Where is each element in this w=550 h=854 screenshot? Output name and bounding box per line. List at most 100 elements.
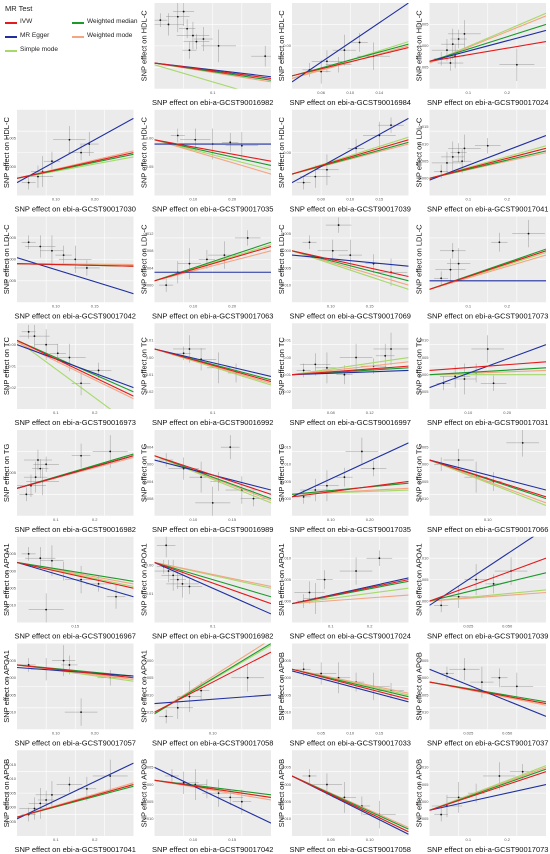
- data-point: [463, 668, 466, 671]
- y-tick-label: 0.005: [281, 231, 292, 236]
- data-point: [440, 170, 443, 173]
- data-point: [515, 63, 518, 66]
- panel-16: 0.1 0.2 -0.005 SNP effect on ebi-a-GCST9001…: [2, 430, 136, 534]
- y-tick-label: 0.005: [143, 765, 154, 770]
- fit-line-weighted-median: [429, 367, 546, 376]
- data-point: [27, 553, 30, 555]
- data-point: [68, 664, 71, 666]
- y-axis-label: SNP effect on TC: [415, 337, 424, 396]
- fit-line-mr-egger: [154, 561, 271, 615]
- x-tick-label: 0.1: [466, 303, 472, 308]
- data-point: [440, 604, 443, 607]
- data-point: [308, 241, 311, 244]
- panel-marks: [154, 536, 271, 615]
- fit-line-mr-egger: [154, 348, 271, 377]
- panel-marks: [292, 117, 409, 190]
- data-point: [39, 557, 42, 560]
- x-tick-label: 0.10: [52, 303, 61, 308]
- data-point: [80, 578, 82, 581]
- fit-line-ivw: [154, 245, 271, 282]
- fit-line-ivw: [154, 561, 271, 605]
- data-point: [451, 43, 454, 46]
- data-point: [486, 348, 489, 350]
- data-point: [39, 802, 42, 805]
- data-point: [454, 375, 457, 378]
- y-axis-label: SNP effect on APOB: [140, 759, 149, 828]
- fit-line-ivw: [154, 62, 271, 80]
- y-tick-label: 0.000: [418, 372, 429, 377]
- data-point: [446, 162, 448, 164]
- data-point: [326, 60, 328, 63]
- legend-swatch-simple-mode: [5, 50, 17, 52]
- y-tick-label: -0.005: [417, 692, 429, 697]
- x-tick-label: 0.10: [52, 197, 61, 202]
- y-tick-label: 0.015: [281, 444, 292, 449]
- panel-marks: [292, 662, 409, 703]
- y-tick-label: 0.00: [146, 355, 155, 360]
- y-axis-label: SNP effect on HDL-C: [415, 10, 424, 82]
- data-point: [45, 608, 48, 611]
- data-point: [440, 813, 443, 816]
- panel-marks: [154, 128, 271, 175]
- x-axis-label: SNP effect on ebi-a-GCST90017041: [15, 845, 136, 854]
- x-tick-label: 0.00: [317, 197, 326, 202]
- x-tick-label: 0.08: [327, 410, 336, 415]
- data-point: [457, 796, 460, 799]
- fit-line-mr-egger: [292, 369, 409, 376]
- fit-line-simple-mode: [292, 357, 409, 376]
- x-axis-label: SNP effect on ebi-a-GCST90016997: [290, 418, 411, 427]
- panel-marks: [429, 762, 546, 822]
- y-tick-label: -0.01: [282, 372, 292, 377]
- y-tick-label: 0.005: [418, 22, 429, 27]
- data-point: [240, 144, 243, 147]
- panel-marks: [429, 536, 546, 613]
- legend-swatch-ivw: [5, 22, 17, 24]
- panel-3: 0.1 0.2 0.005 0.000 -0.005 SNP effect on ebi-…: [415, 3, 548, 107]
- fit-line-ivw: [154, 348, 271, 383]
- y-tick-label: -0.005: [417, 816, 429, 821]
- x-axis-label: SNP effect on ebi-a-GCST90017035: [290, 525, 411, 534]
- x-tick-label: 0.20: [366, 517, 375, 522]
- y-tick-label: 0.000: [6, 164, 17, 169]
- data-point: [314, 175, 317, 178]
- y-tick-label: 0.00: [146, 136, 155, 141]
- data-point: [320, 672, 323, 675]
- y-axis-label: SNP effect on TG: [277, 444, 286, 503]
- data-point: [463, 378, 466, 380]
- x-axis-label: SNP effect on ebi-a-GCST90016992: [152, 418, 273, 427]
- y-tick-label: -0.010: [280, 816, 292, 821]
- data-point: [195, 40, 198, 43]
- x-axis-label: SNP effect on ebi-a-GCST90017024: [427, 98, 548, 107]
- x-tick-label: 0.15: [375, 197, 384, 202]
- x-axis-label: SNP effect on ebi-a-GCST90017063: [152, 311, 273, 320]
- x-axis-label: SNP effect on ebi-a-GCST90017039: [290, 205, 411, 214]
- fit-line-ivw: [17, 561, 134, 589]
- fit-line-ivw: [292, 480, 409, 498]
- y-axis-label: SNP effect on APOA1: [140, 650, 149, 723]
- y-tick-label: -0.004: [142, 479, 154, 484]
- y-tick-label: 0.000: [143, 658, 154, 663]
- data-point: [27, 241, 30, 244]
- data-point: [457, 262, 460, 265]
- x-tick-label: 0.050: [502, 624, 513, 629]
- y-tick-label: 0.008: [143, 248, 154, 253]
- y-tick-label: 0.00: [283, 43, 292, 48]
- y-tick-label: -0.005: [5, 470, 17, 475]
- fit-line-ivw: [17, 263, 134, 267]
- y-axis-label: SNP effect on TC: [277, 337, 286, 396]
- data-point: [449, 62, 452, 64]
- x-tick-label: 0.20: [503, 410, 512, 415]
- fit-line-ivw: [429, 41, 546, 62]
- x-tick-label: 0.05: [317, 730, 326, 735]
- fit-line-weighted-mode: [154, 250, 271, 282]
- data-point: [159, 19, 162, 22]
- data-point: [27, 664, 30, 666]
- data-point: [223, 254, 226, 256]
- y-tick-label: 0.01: [146, 338, 155, 343]
- y-tick-label: 0.000: [281, 496, 292, 501]
- x-tick-label: 0.10: [189, 517, 198, 522]
- fit-line-weighted-mode: [154, 643, 266, 715]
- x-tick-label: 0.10: [189, 303, 198, 308]
